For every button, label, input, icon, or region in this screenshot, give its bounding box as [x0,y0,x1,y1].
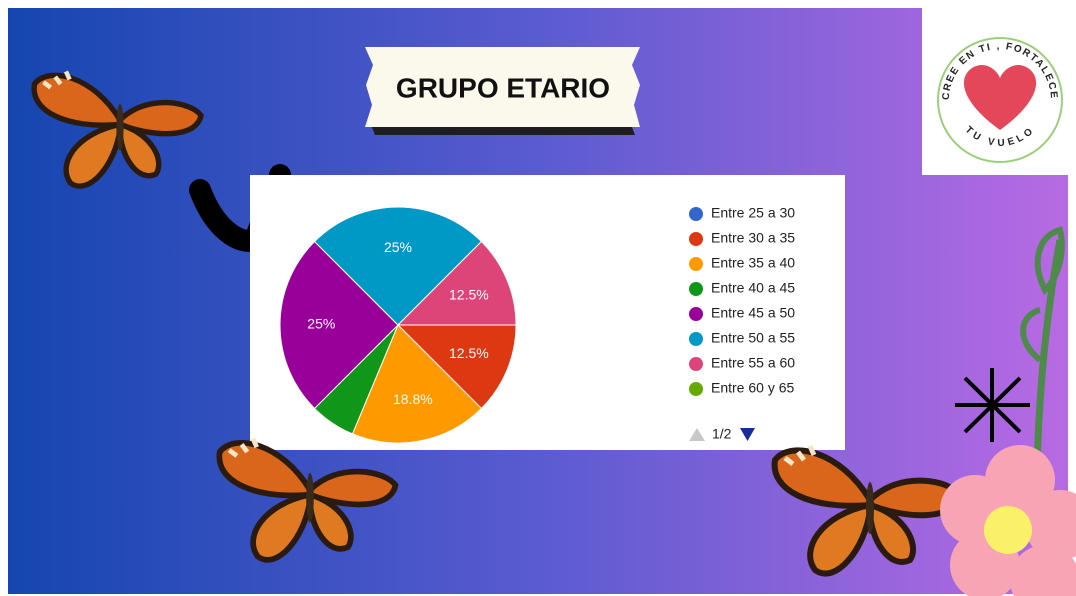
title: GRUPO ETARIO [396,72,610,103]
legend-label: Entre 60 y 65 [711,380,794,396]
slice-label: 12.5% [449,286,489,302]
legend-swatch [689,257,703,271]
legend-label: Entre 45 a 50 [711,305,795,321]
slice-label: 25% [307,316,335,332]
legend-swatch [689,382,703,396]
slice-label: 12.5% [449,345,489,361]
legend-label: Entre 50 a 55 [711,330,795,346]
legend-label: Entre 55 a 60 [711,355,795,371]
legend-swatch [689,207,703,221]
slice-label: 18.8% [393,391,433,407]
legend-label: Entre 25 a 30 [711,205,795,221]
legend-label: Entre 30 a 35 [711,230,795,246]
legend-swatch [689,232,703,246]
pie: 12.5% 18.8% 25% 25% 12.5% [280,207,516,443]
legend-swatch [689,282,703,296]
legend-swatch [689,357,703,371]
star-doodle [955,368,1030,442]
page: GRUPO ETARIO 12.5% 18.8% 25% 25% 12.5% Entre… [0,0,1076,596]
legend-label: Entre 35 a 40 [711,255,795,271]
slide: GRUPO ETARIO 12.5% 18.8% 25% 25% 12.5% Entre… [0,0,1076,596]
legend-page: 1/2 [712,426,732,442]
slice-label: 25% [384,239,412,255]
legend-swatch [689,332,703,346]
legend-label: Entre 40 a 45 [711,280,795,296]
legend-swatch [689,307,703,321]
